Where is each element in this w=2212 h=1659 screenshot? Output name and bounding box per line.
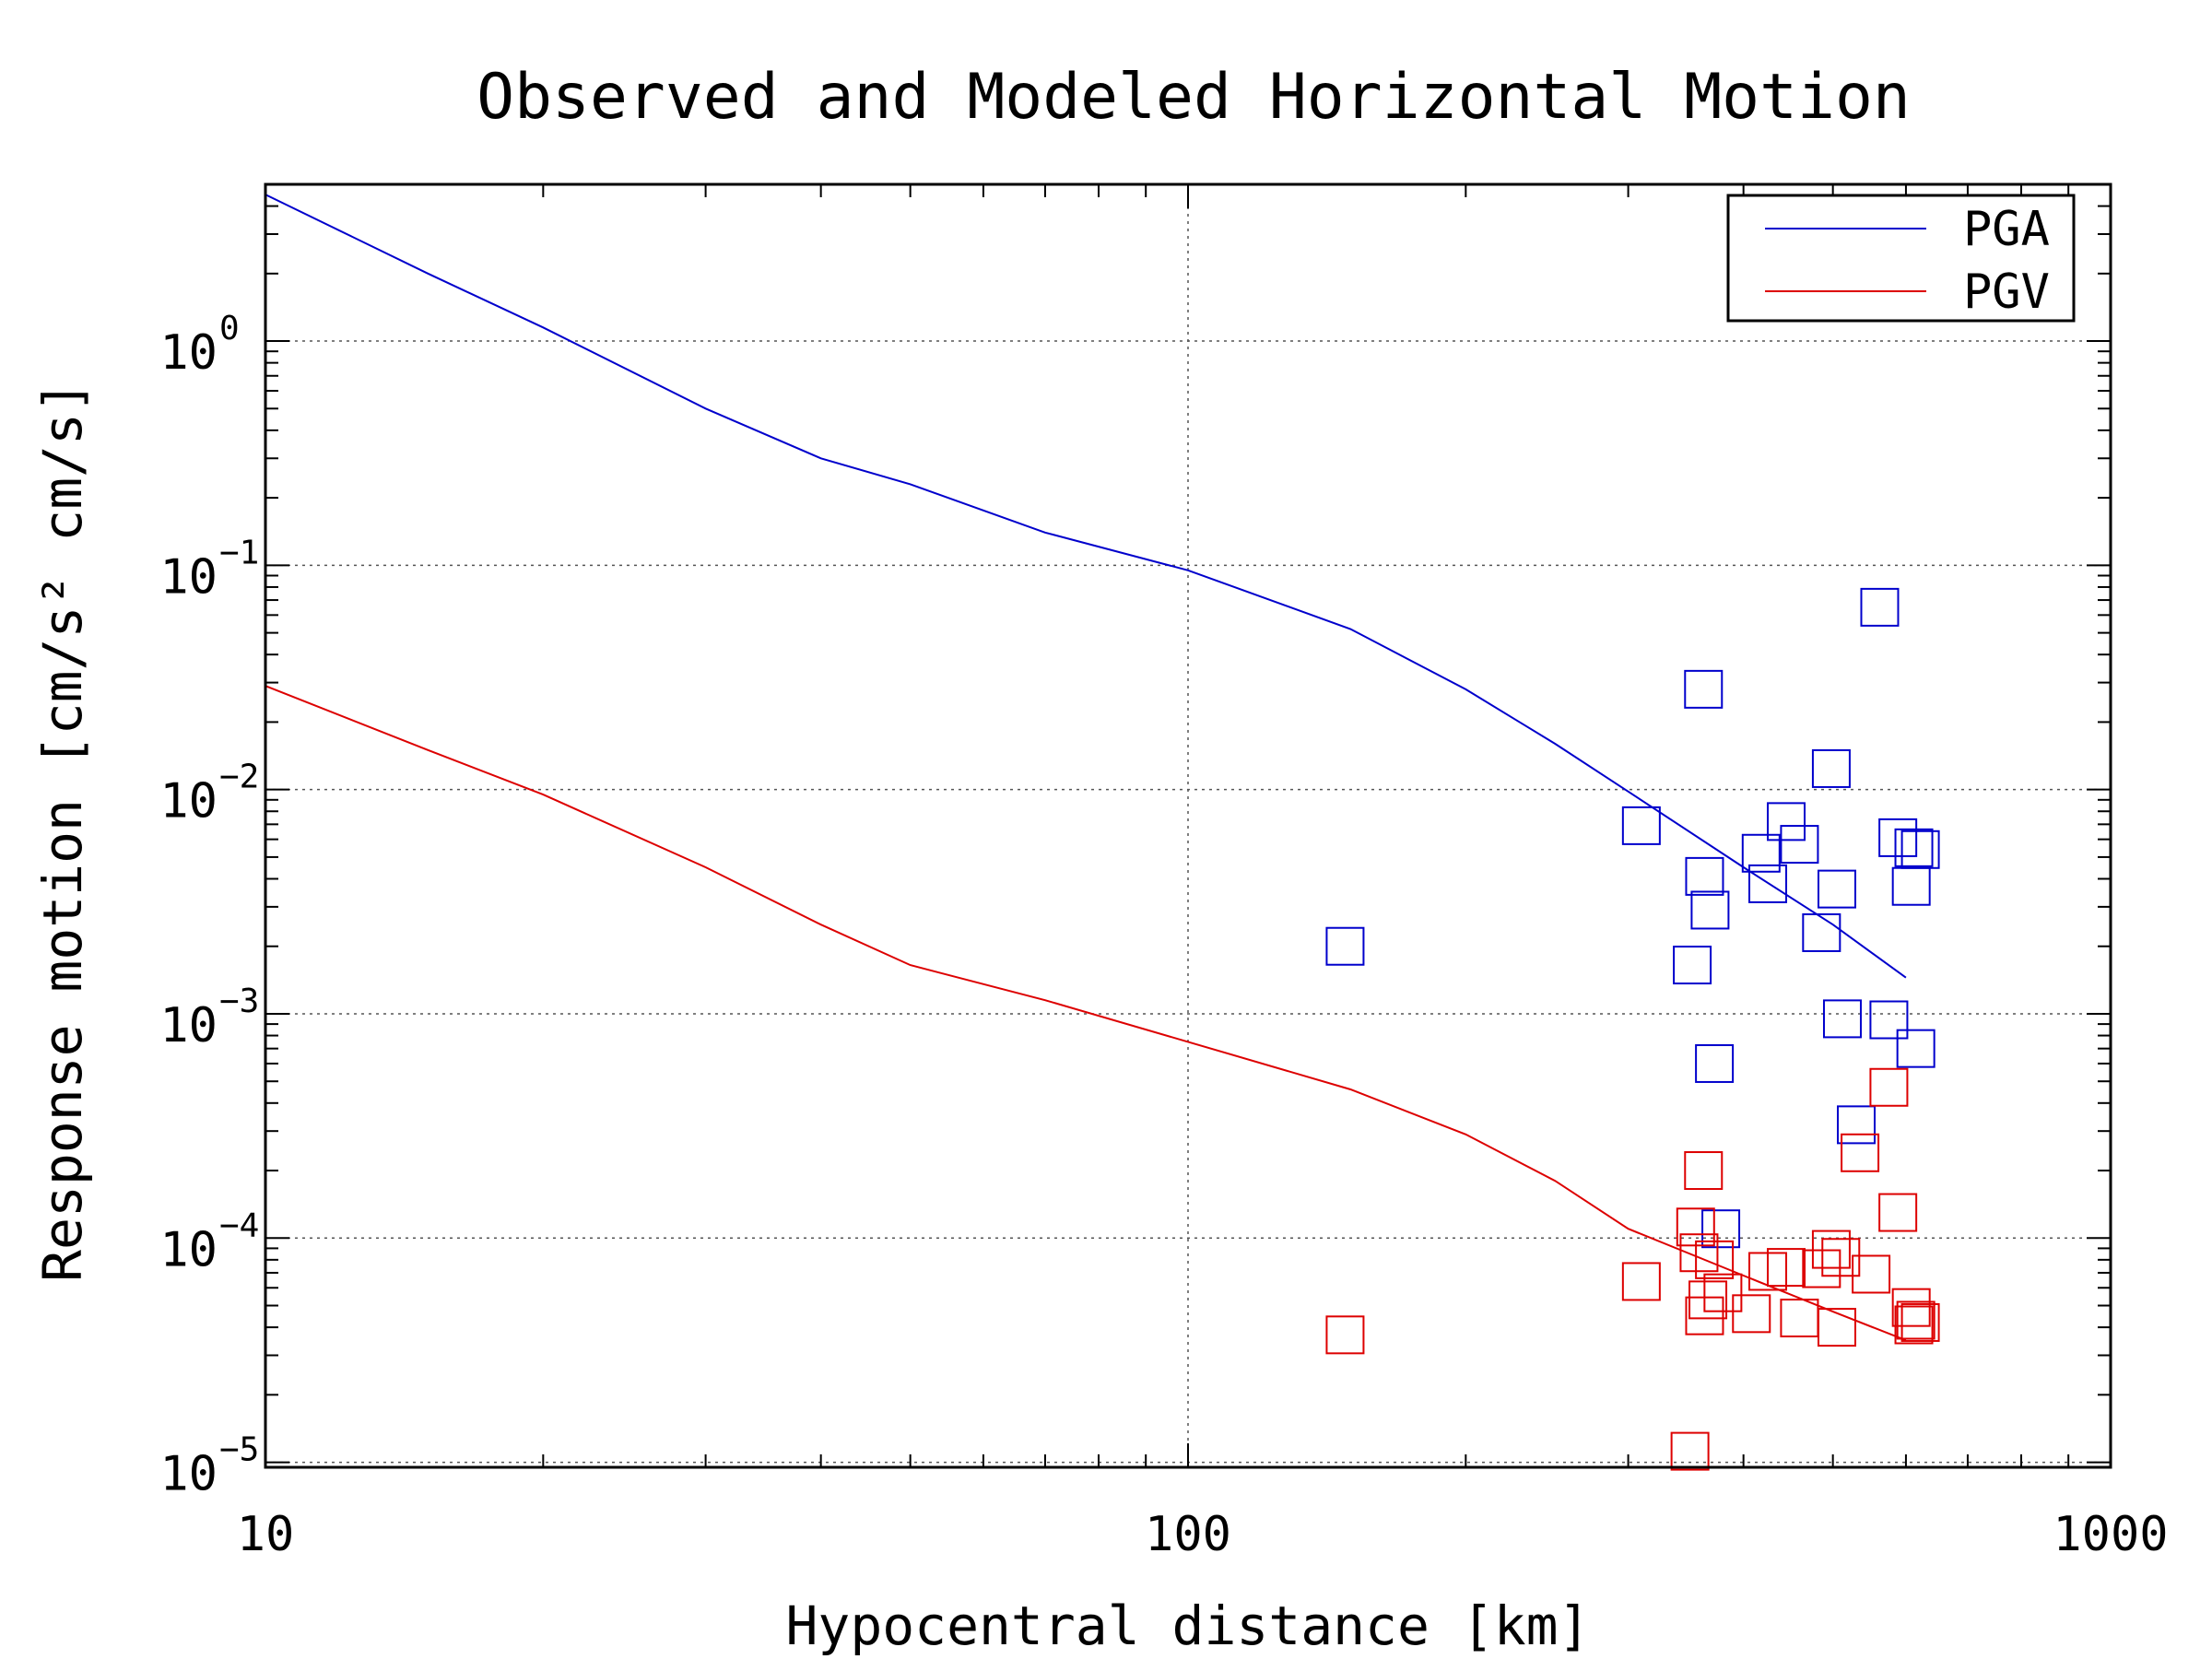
x-tick-label: 10 <box>237 1507 295 1562</box>
data-point-pga-observed <box>1869 1000 1909 1040</box>
x-tick-labels: 10 100 1000 <box>237 1507 2169 1562</box>
y-tick-exponent: −1 <box>219 534 259 571</box>
x-axis-label: Hypocentral distance [km] <box>786 1594 1591 1657</box>
data-point-pga-observed <box>1822 999 1862 1039</box>
data-point-pga-observed <box>1690 890 1730 930</box>
data-point-pga-observed <box>1817 869 1856 909</box>
y-tick-label: 10 <box>159 998 218 1053</box>
y-tick-label: 10 <box>159 1447 218 1502</box>
legend-label-pgv: PGV <box>1963 265 2050 320</box>
data-point-pga-observed <box>1896 1029 1936 1068</box>
legend-label-pga: PGA <box>1963 202 2050 257</box>
data-point-pgv-observed <box>1688 1280 1728 1320</box>
chart-title: Observed and Modeled Horizontal Motion <box>477 61 1911 134</box>
data-point-pga-observed <box>1748 864 1788 903</box>
data-point-pga-observed <box>1701 1209 1741 1249</box>
data-point-pga-observed <box>1325 926 1365 966</box>
plot-frame <box>264 182 2112 1469</box>
data-point-pga-observed <box>1811 748 1851 788</box>
data-point-pgv-observed <box>1821 1238 1861 1277</box>
data-point-pga-observed <box>1767 802 1806 841</box>
y-tick-label: 10 <box>159 325 218 381</box>
y-tick-exponent: −5 <box>219 1431 259 1469</box>
data-point-pgv-observed <box>1894 1305 1934 1345</box>
data-point-pgv-observed <box>1811 1230 1851 1269</box>
minor-ticks <box>265 183 2112 1467</box>
series-line-pgv <box>265 685 1907 1342</box>
data-point-pgv-observed <box>1703 1273 1743 1312</box>
data-point-pgv-observed <box>1891 1288 1931 1327</box>
x-tick-label: 1000 <box>2053 1507 2168 1562</box>
y-tick-exponent: 0 <box>219 310 240 347</box>
data-point-pgv-observed <box>1841 1133 1880 1172</box>
data-point-pgv-observed <box>1621 1262 1661 1301</box>
data-point-pgv-observed <box>1900 1302 1940 1342</box>
data-point-pga-observed <box>1878 818 1918 857</box>
data-point-pga-observed <box>1860 587 1900 627</box>
data-point-pga-observed <box>1621 806 1661 845</box>
data-point-pgv-observed <box>1695 1240 1735 1279</box>
series-layer <box>265 194 1907 1342</box>
y-tick-label: 10 <box>159 774 218 830</box>
data-point-pga-observed <box>1685 856 1724 896</box>
data-point-pgv-observed <box>1325 1315 1365 1355</box>
points-layer <box>1325 587 1940 1471</box>
data-point-pgv-observed <box>1670 1431 1710 1471</box>
y-tick-exponent: −2 <box>219 759 259 796</box>
legend: PGA PGV <box>1726 194 2076 323</box>
data-point-pgv-observed <box>1896 1300 1936 1340</box>
data-point-pgv-observed <box>1869 1067 1909 1107</box>
data-point-pga-observed <box>1684 669 1724 709</box>
data-point-pga-observed <box>1894 828 1934 867</box>
data-point-pga-observed <box>1695 1043 1735 1083</box>
data-point-pga-observed <box>1802 912 1841 952</box>
data-point-pga-observed <box>1780 825 1819 865</box>
data-point-pgv-observed <box>1732 1294 1771 1334</box>
y-tick-label: 10 <box>159 549 218 605</box>
legend-box <box>1726 194 2076 323</box>
data-point-pga-observed <box>1837 1105 1877 1145</box>
data-point-pgv-observed <box>1679 1233 1719 1273</box>
data-point-pgv-observed <box>1684 1151 1724 1191</box>
data-point-pga-observed <box>1673 946 1712 985</box>
data-point-pgv-observed <box>1767 1248 1806 1288</box>
series-line-pga <box>265 194 1907 979</box>
y-tick-exponent: −4 <box>219 1206 259 1244</box>
data-point-pga-observed <box>1741 833 1781 873</box>
data-point-pga-observed <box>1900 830 1940 869</box>
y-tick-exponent: −3 <box>219 982 259 1020</box>
data-point-pgv-observed <box>1852 1254 1891 1294</box>
y-axis-label: Response motion [cm/s² cm/s] <box>31 381 94 1282</box>
data-point-pgv-observed <box>1817 1308 1856 1347</box>
y-tick-label: 10 <box>159 1222 218 1277</box>
x-tick-label: 100 <box>1145 1507 1231 1562</box>
data-point-pgv-observed <box>1878 1193 1918 1232</box>
